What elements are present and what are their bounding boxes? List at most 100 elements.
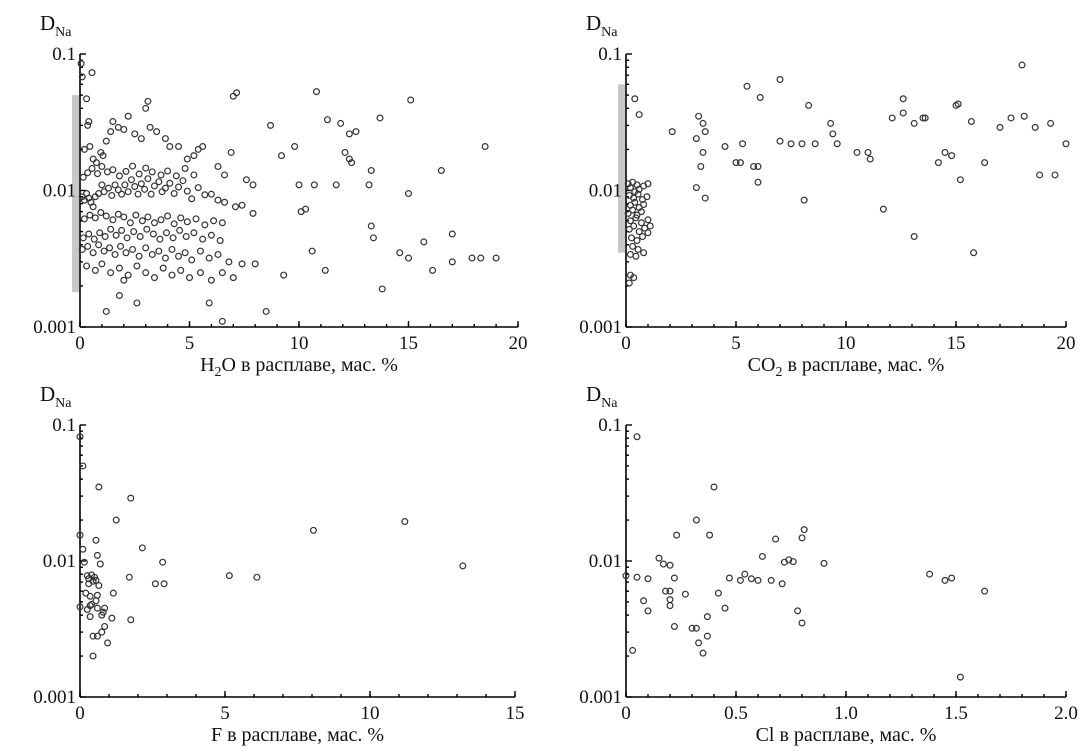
data-point [754, 576, 762, 584]
data-point [190, 229, 198, 237]
data-point [941, 148, 949, 156]
data-point [183, 187, 191, 195]
data-point [131, 182, 139, 190]
data-point [196, 247, 204, 255]
data-point [1031, 123, 1039, 131]
data-point [144, 97, 152, 105]
data-point [655, 554, 663, 562]
data-point [78, 245, 86, 253]
data-point [688, 624, 696, 632]
x-tick-label: 20 [509, 333, 528, 354]
data-point [90, 235, 98, 243]
data-point [899, 109, 907, 117]
data-point [201, 221, 209, 229]
data-point [666, 561, 674, 569]
y-tick-label: 0.1 [52, 415, 76, 436]
data-point [205, 254, 213, 262]
x-tick-label: 5 [731, 333, 741, 354]
data-point [170, 190, 178, 198]
data-point [157, 171, 165, 179]
y-tick-label: 0.01 [43, 181, 76, 202]
data-point [95, 241, 103, 249]
data-point [86, 613, 94, 621]
data-point [367, 167, 375, 175]
data-point [80, 145, 88, 153]
data-point [205, 299, 213, 307]
data-point [161, 184, 169, 192]
data-point [345, 130, 353, 138]
data-point [83, 262, 91, 270]
data-point [448, 230, 456, 238]
data-point [626, 217, 634, 225]
data-point [692, 516, 700, 524]
data-point [114, 210, 122, 218]
x-tick-label: 2.0 [1054, 703, 1078, 724]
data-point [201, 191, 209, 199]
data-point [84, 121, 92, 129]
data-point [98, 628, 106, 636]
data-point [229, 92, 237, 100]
data-point [89, 249, 97, 257]
data-point [106, 244, 114, 252]
data-point [142, 244, 150, 252]
data-point [175, 183, 183, 191]
data-point [225, 572, 233, 580]
data-point [114, 186, 122, 194]
data-point [253, 573, 261, 581]
data-point [692, 135, 700, 143]
data-point [155, 247, 163, 255]
data-point [321, 266, 329, 274]
range-band [618, 84, 625, 253]
data-point [630, 194, 638, 202]
data-point [721, 604, 729, 612]
data-point [133, 262, 141, 270]
data-point [144, 213, 152, 221]
data-point [130, 228, 138, 236]
data-point [120, 125, 128, 133]
data-point [127, 616, 135, 624]
y-axis-title: DNa [586, 382, 618, 411]
data-point [699, 649, 707, 657]
data-point [297, 208, 305, 216]
data-point [175, 252, 183, 260]
data-point [89, 155, 97, 163]
data-point [170, 220, 178, 228]
data-point [225, 258, 233, 266]
data-point [798, 534, 806, 542]
data-point [186, 274, 194, 282]
data-point [156, 235, 164, 243]
data-point [631, 198, 639, 206]
data-point [214, 196, 222, 204]
data-point [820, 559, 828, 567]
data-point [150, 274, 158, 282]
data-point [98, 181, 106, 189]
data-point [396, 249, 404, 257]
data-point [405, 254, 413, 262]
data-point [910, 119, 918, 127]
data-point [365, 181, 373, 189]
x-axis-title: CO2 в расплаве, мас. % [748, 354, 945, 380]
data-point [800, 526, 808, 534]
data-point [99, 152, 107, 160]
data-point [214, 162, 222, 170]
data-point [100, 188, 108, 196]
data-point [168, 271, 176, 279]
data-point [309, 526, 317, 534]
data-point [879, 205, 887, 213]
data-point [142, 269, 150, 277]
x-axis-title: Cl в расплаве, мас. % [756, 724, 937, 746]
data-point [644, 180, 652, 188]
data-point [101, 233, 109, 241]
chart-panel-2: 0.001 0.01 0.1 0 5 10 15 20 CO2 в расплаве, мас.… [579, 11, 1075, 380]
data-point [85, 230, 93, 238]
data-point [188, 256, 196, 264]
data-point [448, 258, 456, 266]
data-point [981, 159, 989, 167]
data-point [79, 462, 87, 470]
data-point [92, 536, 100, 544]
data-point [85, 118, 93, 126]
data-point [332, 181, 340, 189]
data-point [122, 167, 130, 175]
data-point [238, 260, 246, 268]
x-tick-label: 20 [1057, 333, 1076, 354]
